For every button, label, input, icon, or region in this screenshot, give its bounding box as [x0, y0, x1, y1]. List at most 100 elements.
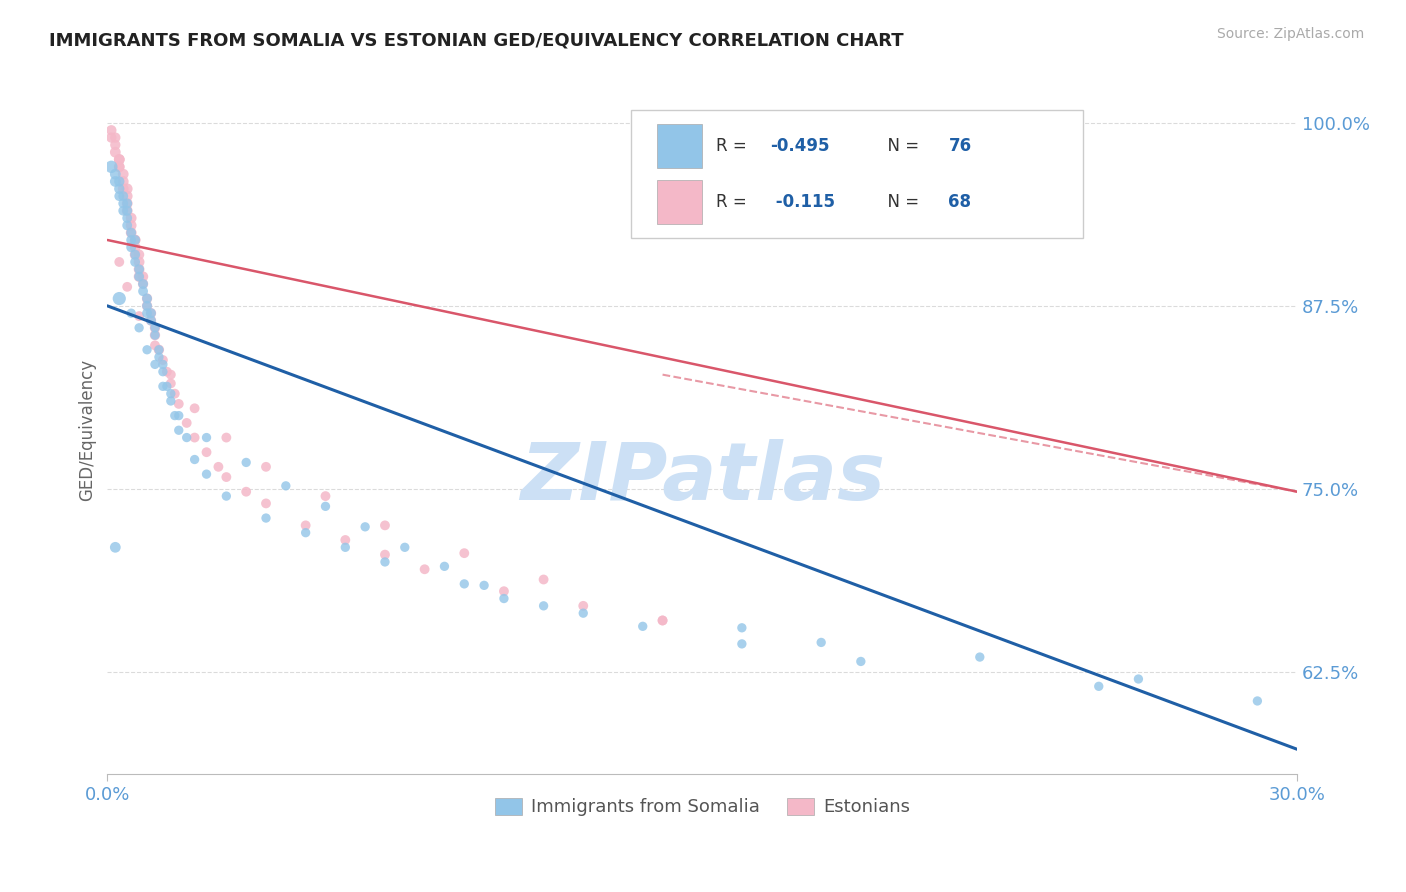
Point: [160, 368, 183, 382]
Point: [572, 606, 595, 620]
Point: [335, 541, 357, 555]
Point: [136, 292, 159, 306]
Point: [120, 219, 142, 233]
Point: [160, 376, 183, 391]
Point: [152, 353, 174, 368]
Point: [139, 313, 162, 327]
Point: [160, 394, 183, 409]
Point: [124, 233, 146, 247]
Point: [167, 397, 190, 411]
Point: [374, 555, 396, 569]
Point: [132, 277, 155, 291]
Point: [120, 226, 142, 240]
Point: [104, 167, 127, 181]
Point: [195, 467, 218, 482]
Text: N =: N =: [877, 193, 925, 211]
Point: [413, 562, 436, 576]
Point: [152, 358, 174, 372]
Point: [143, 338, 166, 352]
Point: [100, 130, 122, 145]
Point: [235, 455, 257, 469]
Point: [1246, 694, 1268, 708]
Point: [104, 130, 127, 145]
Point: [195, 445, 218, 459]
Point: [115, 203, 138, 218]
Point: [104, 137, 127, 152]
Point: [167, 409, 190, 423]
Point: [433, 559, 456, 574]
Point: [163, 409, 186, 423]
Point: [112, 182, 135, 196]
Point: [128, 309, 150, 323]
Point: [254, 459, 277, 474]
Text: 76: 76: [949, 137, 972, 155]
Point: [139, 306, 162, 320]
Point: [120, 306, 142, 320]
Point: [124, 240, 146, 254]
Point: [849, 655, 872, 669]
Text: R =: R =: [717, 137, 752, 155]
Point: [163, 386, 186, 401]
Point: [128, 269, 150, 284]
Point: [152, 379, 174, 393]
Point: [115, 182, 138, 196]
Point: [108, 174, 131, 188]
Point: [124, 247, 146, 261]
Point: [139, 313, 162, 327]
Point: [176, 416, 198, 430]
Point: [124, 233, 146, 247]
Point: [139, 306, 162, 320]
Point: [148, 343, 170, 357]
Point: [148, 350, 170, 364]
Point: [132, 277, 155, 291]
Point: [374, 548, 396, 562]
Point: [100, 160, 122, 174]
Point: [143, 328, 166, 343]
Bar: [657, 124, 702, 169]
Point: [143, 328, 166, 343]
Point: [472, 578, 495, 592]
Point: [112, 174, 135, 188]
Point: [108, 153, 131, 167]
Point: [354, 520, 377, 534]
Point: [572, 599, 595, 613]
Point: [120, 233, 142, 247]
Point: [394, 541, 416, 555]
Point: [195, 431, 218, 445]
Point: [108, 292, 131, 306]
Point: [143, 320, 166, 334]
Point: [108, 182, 131, 196]
Point: [136, 292, 159, 306]
Point: [207, 459, 229, 474]
Text: -0.495: -0.495: [770, 137, 830, 155]
Point: [136, 343, 159, 357]
Point: [183, 401, 205, 416]
Point: [115, 211, 138, 225]
Point: [167, 423, 190, 437]
Point: [156, 379, 179, 393]
Text: ZIPatlas: ZIPatlas: [520, 440, 884, 517]
Point: [115, 196, 138, 211]
Point: [1128, 672, 1150, 686]
Point: [112, 203, 135, 218]
Point: [254, 511, 277, 525]
Point: [115, 280, 138, 294]
Point: [969, 650, 991, 665]
Point: [128, 255, 150, 269]
Point: [374, 518, 396, 533]
Point: [453, 546, 475, 560]
Point: [235, 484, 257, 499]
Point: [335, 533, 357, 547]
Point: [731, 621, 754, 635]
Point: [108, 255, 131, 269]
Point: [731, 637, 754, 651]
Point: [104, 541, 127, 555]
Point: [492, 584, 515, 599]
Point: [314, 500, 336, 514]
Point: [533, 573, 555, 587]
Point: [124, 247, 146, 261]
Point: [176, 431, 198, 445]
Point: [104, 174, 127, 188]
Point: [810, 635, 832, 649]
Text: N =: N =: [877, 137, 925, 155]
